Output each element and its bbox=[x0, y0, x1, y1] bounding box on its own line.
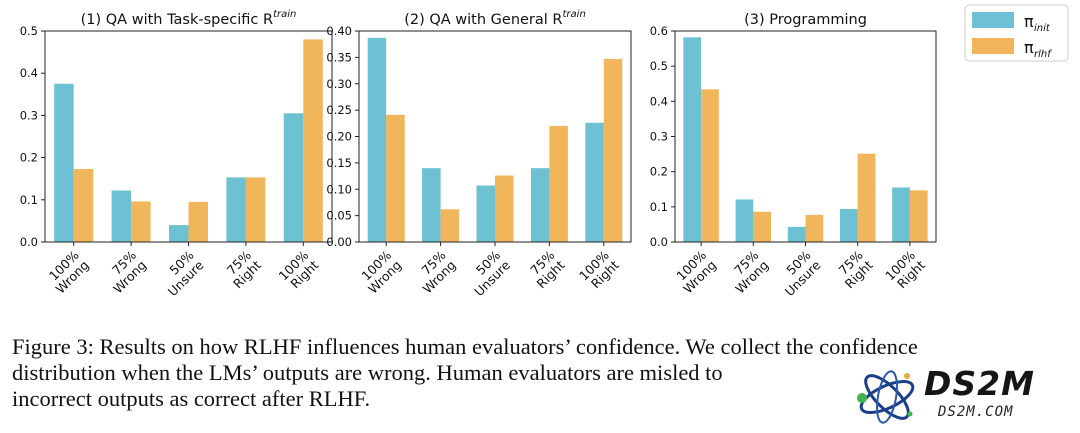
bar-rlhf: π_rlhf: 0.241 bbox=[386, 114, 405, 242]
bar-init: π_init: 0.094 bbox=[839, 208, 858, 242]
caption-line-2: distribution when the LMs’ outputs are w… bbox=[12, 360, 723, 385]
x-tick-label: 50%Unsure bbox=[461, 247, 513, 299]
bar-rlhf: π_rlhf: 0.48 bbox=[303, 39, 323, 242]
y-tick-label: 0.20 bbox=[326, 130, 352, 144]
legend-symbol-rlhf: π bbox=[1024, 38, 1034, 57]
bar-init: π_init: 0.121 bbox=[735, 199, 754, 242]
figure-caption: Figure 3: Results on how RLHF influences… bbox=[12, 334, 1072, 412]
bar-rlhf: π_rlhf: 0.347 bbox=[603, 58, 623, 242]
bar-rlhf: π_rlhf: 0.126 bbox=[495, 175, 514, 242]
y-tick-label: 0.15 bbox=[326, 156, 352, 170]
bar-init: π_init: 0.305 bbox=[283, 113, 304, 242]
bar-init: π_init: 0.04 bbox=[168, 225, 189, 242]
bar-init: π_init: 0.107 bbox=[476, 185, 495, 242]
plot-frame bbox=[674, 30, 937, 243]
bar-init: π_init: 0.226 bbox=[585, 122, 604, 242]
y-tick-label: 0.25 bbox=[326, 103, 352, 117]
x-tick-label: 75%Right bbox=[832, 247, 876, 291]
legend-subscript-rlhf: rlhf bbox=[1034, 49, 1052, 60]
bar-init: π_init: 0.582 bbox=[683, 37, 702, 242]
x-tick-label: 75%Wrong bbox=[100, 247, 149, 296]
bar-rlhf: π_rlhf: 0.086 bbox=[753, 211, 772, 242]
y-tick-label: 0.2 bbox=[650, 165, 668, 179]
bar-rlhf: π_rlhf: 0.22 bbox=[549, 125, 568, 242]
chart-panel-1: (1) QA with Task-specific Rtrain 0.0 0.1 0.… bbox=[20, 9, 333, 299]
plot-frame bbox=[358, 30, 632, 243]
chart-title: (1) QA with Task-specific Rtrain bbox=[81, 9, 297, 28]
bar-rlhf: π_rlhf: 0.251 bbox=[857, 153, 876, 242]
plot-frame bbox=[44, 30, 333, 243]
bar-rlhf: π_rlhf: 0.095 bbox=[188, 201, 209, 242]
y-tick-label: 0.30 bbox=[326, 77, 352, 91]
figure-panels: π init π rlhf (1) QA with Task-specific … bbox=[20, 4, 1069, 299]
legend-swatch-init bbox=[972, 12, 1014, 28]
bar-init: π_init: 0.043 bbox=[787, 226, 806, 242]
y-tick-label: 0.05 bbox=[326, 209, 352, 223]
y-tick-label: 0.3 bbox=[650, 130, 668, 144]
x-tick-label: 75%Wrong bbox=[722, 247, 771, 296]
x-tick-label: 100%Wrong bbox=[355, 247, 404, 296]
atom-logo-icon bbox=[857, 370, 915, 424]
x-tick-label: 100%Wrong bbox=[43, 247, 92, 296]
y-tick-label: 0.3 bbox=[20, 108, 38, 122]
bar-init: π_init: 0.375 bbox=[54, 83, 74, 242]
chart-title: (2) QA with General Rtrain bbox=[404, 9, 586, 28]
caption-line-3: incorrect outputs as correct after RLHF. bbox=[12, 386, 371, 411]
legend: π init π rlhf bbox=[964, 4, 1069, 62]
chart-panel-2: (2) QA with General Rtrain 0.00 0.05 0.10 0.… bbox=[326, 9, 632, 299]
legend-subscript-init: init bbox=[1034, 23, 1051, 34]
bar-rlhf: π_rlhf: 0.077 bbox=[805, 214, 824, 242]
y-tick-label: 0.00 bbox=[326, 235, 352, 249]
chart-title: (3) Programming bbox=[744, 12, 867, 28]
legend-symbol-init: π bbox=[1024, 12, 1034, 31]
y-tick-label: 0.0 bbox=[650, 235, 668, 249]
y-tick-label: 0.1 bbox=[20, 193, 38, 207]
bar-init: π_init: 0.122 bbox=[111, 190, 132, 242]
y-tick-label: 0.35 bbox=[326, 50, 352, 64]
x-tick-label: 75%Right bbox=[220, 247, 264, 291]
bar-rlhf: π_rlhf: 0.173 bbox=[73, 168, 94, 242]
y-tick-label: 0.1 bbox=[650, 200, 668, 214]
legend-swatch-rlhf bbox=[972, 38, 1014, 54]
y-tick-label: 0.4 bbox=[20, 66, 38, 80]
x-tick-label: 100%Right bbox=[882, 247, 928, 293]
x-tick-label: 75%Wrong bbox=[410, 247, 459, 296]
bar-init: π_init: 0.387 bbox=[367, 37, 387, 242]
watermark-title: DS2M bbox=[924, 364, 1035, 403]
bar-rlhf: π_rlhf: 0.096 bbox=[131, 201, 151, 242]
x-tick-label: 50%Unsure bbox=[772, 247, 824, 299]
bar-init: π_init: 0.153 bbox=[226, 177, 246, 242]
x-tick-label: 50%Unsure bbox=[155, 247, 207, 299]
x-tick-label: 100%Wrong bbox=[670, 247, 719, 296]
x-tick-label: 100%Right bbox=[276, 247, 322, 293]
bar-init: π_init: 0.155 bbox=[892, 187, 910, 242]
y-tick-label: 0.6 bbox=[650, 24, 668, 38]
x-tick-label: 75%Right bbox=[524, 247, 568, 291]
bar-rlhf: π_rlhf: 0.434 bbox=[701, 89, 719, 242]
bar-init: π_init: 0.14 bbox=[530, 168, 550, 242]
y-tick-label: 0.0 bbox=[20, 235, 38, 249]
caption-line-1: Figure 3: Results on how RLHF influences… bbox=[12, 334, 918, 359]
bar-init: π_init: 0.14 bbox=[422, 168, 441, 242]
bar-rlhf: π_rlhf: 0.153 bbox=[245, 177, 266, 242]
watermark-url: DS2M.COM bbox=[938, 404, 1014, 420]
y-tick-label: 0.40 bbox=[326, 24, 352, 38]
bar-rlhf: π_rlhf: 0.147 bbox=[909, 190, 928, 242]
y-tick-label: 0.5 bbox=[20, 24, 38, 38]
bar-rlhf: π_rlhf: 0.062 bbox=[440, 209, 460, 242]
y-tick-label: 0.10 bbox=[326, 182, 352, 196]
x-tick-label: 100%Right bbox=[576, 247, 622, 293]
ds2m-watermark: DS2M DS2M.COM bbox=[852, 362, 1074, 432]
y-tick-label: 0.5 bbox=[650, 59, 668, 73]
y-tick-label: 0.2 bbox=[20, 151, 38, 165]
chart-panel-3: (3) Programming 0.0 0.1 0.2 0.3 0.4 0.5 0.6 π_in… bbox=[650, 12, 937, 299]
y-tick-label: 0.4 bbox=[650, 94, 668, 108]
